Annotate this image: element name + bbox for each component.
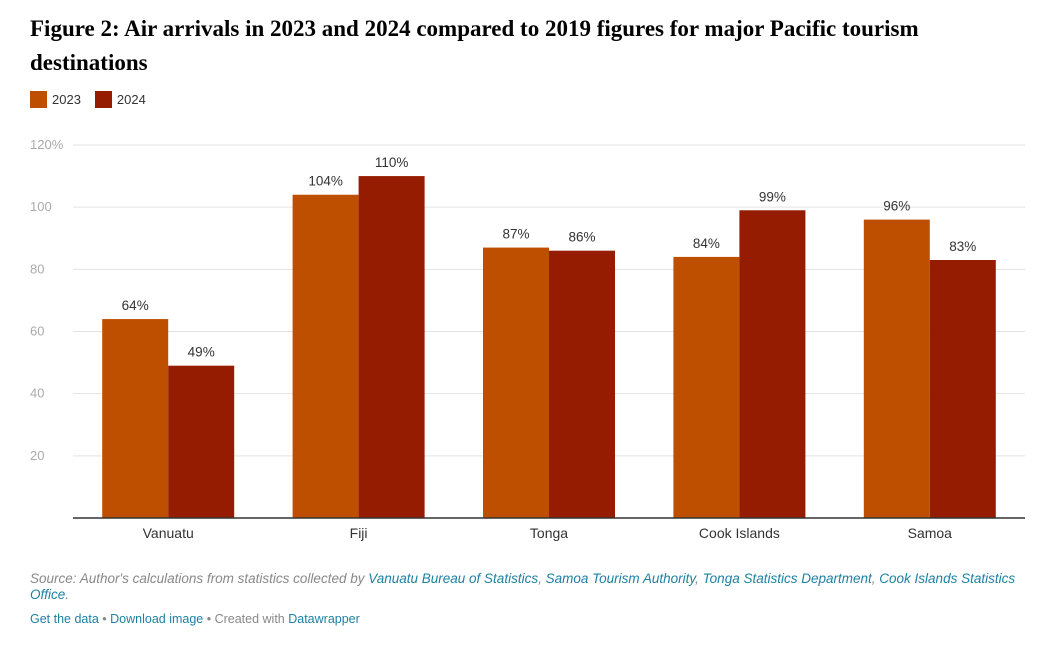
source-link-cook-islands[interactable]: Cook Islands Statistics Office xyxy=(30,571,1016,602)
y-tick-label-20: 20 xyxy=(30,448,44,463)
download-image-link[interactable]: Download image xyxy=(110,612,204,626)
footer-dot: • xyxy=(98,612,111,626)
bar-vanuatu-2024 xyxy=(168,365,235,518)
source-end: . xyxy=(65,587,70,602)
bars xyxy=(102,176,996,519)
data-label-fiji-2024: 110% xyxy=(375,155,409,170)
source-prefix: Source: Author's calculations from stati… xyxy=(30,571,369,586)
legend: 2023 2024 xyxy=(30,91,146,108)
bar-fiji-2024 xyxy=(358,176,425,519)
bar-tonga-2024 xyxy=(549,250,615,518)
data-label-cook-islands-2023: 84% xyxy=(693,236,720,251)
bar-cook-islands-2023 xyxy=(673,256,740,518)
bar-cook-islands-2024 xyxy=(739,210,806,518)
legend-item-2024: 2024 xyxy=(94,91,146,108)
data-label-samoa-2023: 96% xyxy=(883,199,910,214)
legend-swatch-2024 xyxy=(94,91,112,108)
y-tick-label-60: 60 xyxy=(30,324,44,339)
x-tick-label-vanuatu: Vanuatu xyxy=(143,525,194,541)
source-sep: , xyxy=(538,571,546,586)
y-tick-label-40: 40 xyxy=(30,386,44,401)
chart-title: Figure 2: Air arrivals in 2023 and 2024 … xyxy=(30,16,919,75)
get-data-link[interactable]: Get the data xyxy=(30,612,99,626)
bar-vanuatu-2023 xyxy=(102,319,169,518)
source-note: Source: Author's calculations from stati… xyxy=(30,571,1020,603)
legend-label-2024: 2024 xyxy=(116,92,146,107)
bar-samoa-2023 xyxy=(863,219,930,518)
source-link-tonga[interactable]: Tonga Statistics Department xyxy=(702,571,872,586)
data-label-tonga-2023: 87% xyxy=(502,227,529,242)
created-with-text: Created with xyxy=(214,612,289,626)
source-sep: , xyxy=(871,571,880,586)
legend-swatch-2023 xyxy=(30,91,47,108)
y-tick-label-100: 100 xyxy=(30,199,52,214)
data-labels: 64% 49% 104% 110% 87% 86% 84% 99% 96% 83% xyxy=(122,155,977,360)
bar-tonga-2023 xyxy=(483,247,549,518)
bar-fiji-2023 xyxy=(292,194,359,518)
x-axis: Vanuatu Fiji Tonga Cook Islands Samoa xyxy=(73,517,1025,541)
source-link-samoa[interactable]: Samoa Tourism Authority xyxy=(545,571,696,586)
x-tick-label-samoa: Samoa xyxy=(908,525,953,541)
legend-label-2023: 2023 xyxy=(52,92,81,107)
source-sep: , xyxy=(695,571,703,586)
datawrapper-link[interactable]: Datawrapper xyxy=(288,612,360,626)
x-tick-label-fiji: Fiji xyxy=(350,525,368,541)
y-tick-label-120: 120% xyxy=(30,137,64,152)
data-label-cook-islands-2024: 99% xyxy=(759,189,786,204)
y-tick-label-80: 80 xyxy=(30,261,44,276)
source-link-vanuatu[interactable]: Vanuatu Bureau of Statistics xyxy=(368,571,539,586)
legend-item-2023: 2023 xyxy=(30,91,81,108)
data-label-fiji-2023: 104% xyxy=(308,174,343,189)
data-label-vanuatu-2023: 64% xyxy=(122,298,149,313)
footer-dot: • xyxy=(203,612,215,626)
data-label-vanuatu-2024: 49% xyxy=(188,345,215,360)
bar-samoa-2024 xyxy=(929,260,996,518)
bar-chart: 20 40 60 80 100 120% 64% 49% 104% 110% 87% 86% 84% 9… xyxy=(30,137,1025,541)
data-label-samoa-2024: 83% xyxy=(949,239,976,254)
data-label-tonga-2024: 86% xyxy=(568,230,595,245)
x-tick-label-tonga: Tonga xyxy=(530,525,568,541)
x-tick-label-cook-islands: Cook Islands xyxy=(699,525,780,541)
footer: Get the data • Download image • Created … xyxy=(30,612,360,626)
